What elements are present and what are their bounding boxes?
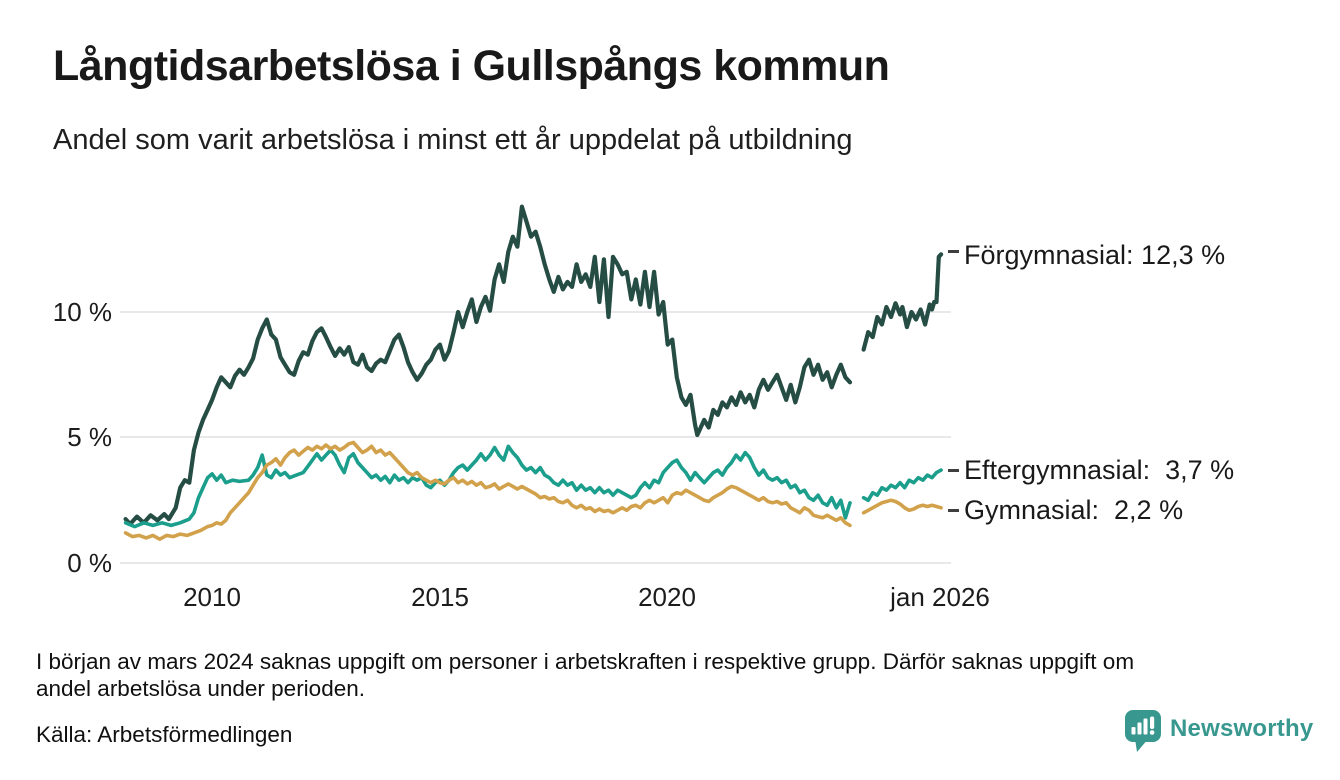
connector-dash-forgymnasial — [948, 250, 959, 253]
newsworthy-logo: Newsworthy — [1124, 709, 1313, 753]
y-tick-10: 10 % — [52, 297, 112, 327]
footnote-line-2: andel arbetslösa under perioden. — [36, 676, 365, 701]
gymnasial-line-segment-1 — [123, 440, 852, 542]
gridline-5pct — [120, 436, 951, 438]
series-label-gymnasial: Gymnasial: 2,2 % — [964, 495, 1184, 525]
y-tick-5: 5 % — [67, 422, 112, 452]
newsworthy-wordmark: Newsworthy — [1170, 715, 1314, 742]
eftergymnasial-line-segment-2 — [861, 468, 943, 503]
gridline-0pct — [120, 562, 951, 564]
förgymnasial-line-segment-2 — [861, 252, 944, 352]
x-tick-2020: 2020 — [638, 582, 696, 612]
gridline-10pct — [120, 311, 951, 313]
connector-dash-gymnasial — [948, 509, 959, 512]
x-tick-2015: 2015 — [411, 582, 469, 612]
gymnasial-line-segment-2 — [861, 498, 943, 515]
newsworthy-bubble-chart-icon — [1125, 710, 1161, 752]
connector-dash-eftergymnasial — [948, 469, 959, 472]
footnote: I början av mars 2024 saknas uppgift om … — [36, 648, 1306, 702]
chart-subtitle: Andel som varit arbetslösa i minst ett å… — [53, 124, 853, 156]
x-tick-jan2026: jan 2026 — [890, 582, 990, 612]
y-tick-0: 0 % — [67, 548, 112, 578]
source-text: Källa: Arbetsförmedlingen — [36, 722, 293, 747]
x-tick-2010: 2010 — [183, 582, 241, 612]
page-title: Långtidsarbetslösa i Gullspångs kommun — [53, 42, 890, 90]
series-label-forgymnasial: Förgymnasial: 12,3 % — [964, 240, 1226, 270]
series-label-eftergymnasial: Eftergymnasial: 3,7 % — [964, 455, 1235, 485]
förgymnasial-line-segment-1 — [123, 204, 853, 527]
eftergymnasial-line-segment-1 — [123, 444, 852, 529]
footnote-line-1: I början av mars 2024 saknas uppgift om … — [36, 649, 1135, 674]
